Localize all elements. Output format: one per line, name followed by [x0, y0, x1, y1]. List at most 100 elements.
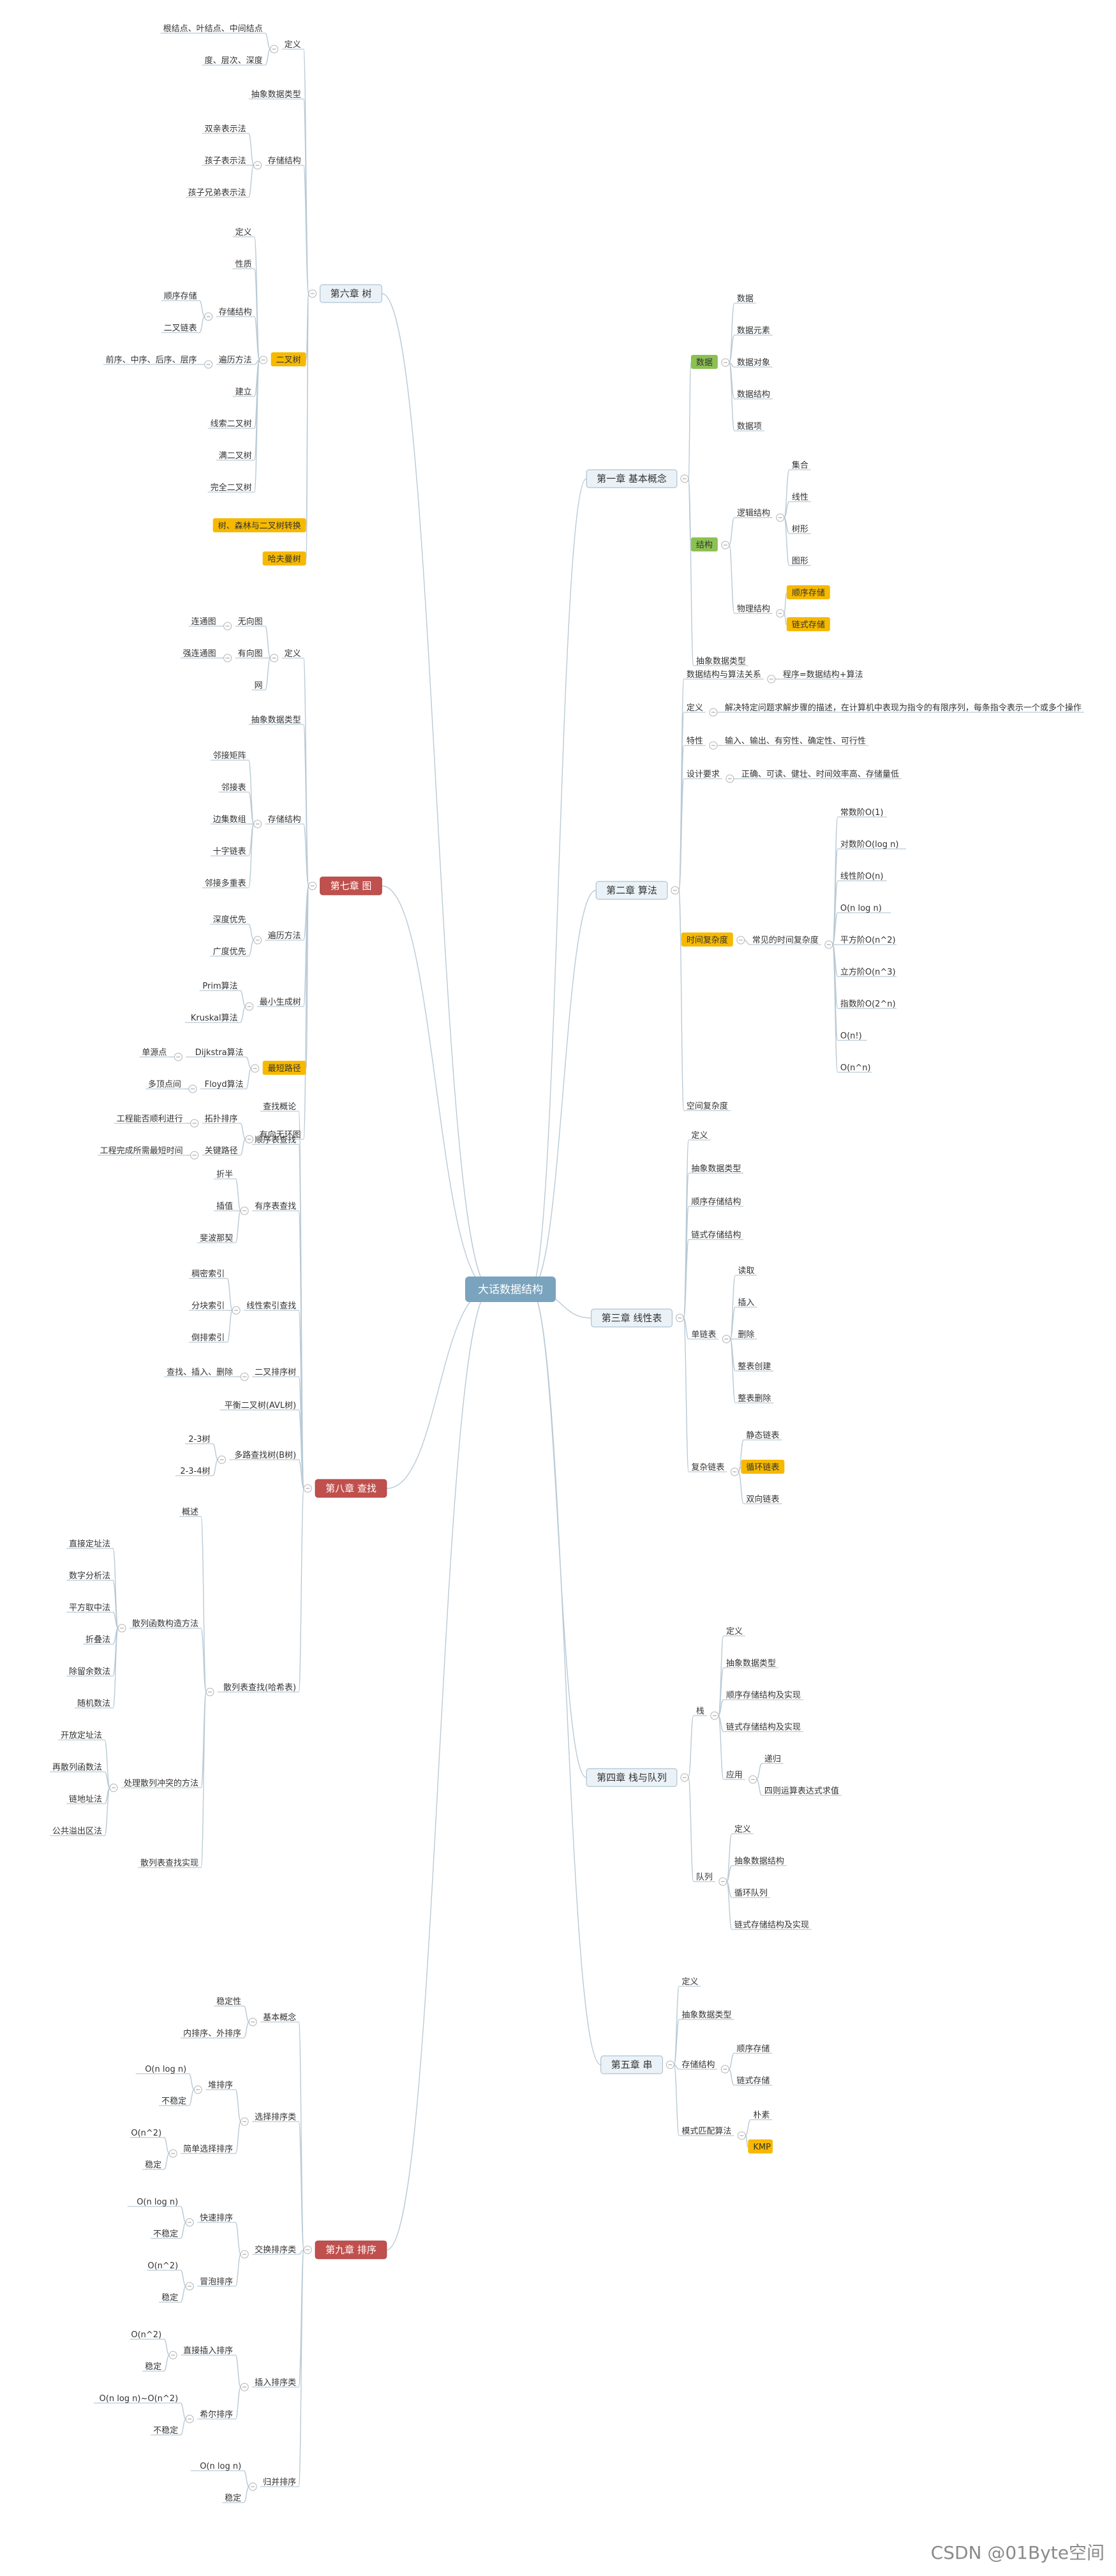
chapter-8-item-7-item-2-item-0[interactable]: 开放定址法 [58, 1731, 105, 1741]
chapter-2-item-3-collapse-toggle[interactable] [725, 774, 734, 783]
chapter-1-item-1-item-1-collapse-toggle[interactable] [776, 609, 785, 618]
chapter-2-item-4-item-0-o-n[interactable]: O(n!) [837, 1031, 867, 1041]
chapter-8-item-3-collapse-toggle[interactable] [232, 1306, 241, 1315]
chapter-6-item-3-item-2-collapse-toggle[interactable] [204, 312, 213, 321]
chapter-7-item-5-floyd[interactable]: Floyd算法 [200, 1080, 246, 1090]
chapter-4-item-0-item-4[interactable]: 应用 [723, 1770, 745, 1780]
chapter-7-item-4-kruskal[interactable]: Kruskal算法 [184, 1014, 241, 1023]
chapter-8-item-2-item-1[interactable]: 插值 [214, 1201, 236, 1211]
chapter-8-item-4-item-0[interactable]: 查找、插入、删除 [164, 1368, 236, 1377]
chapter-9-item-3-item-1-item-1[interactable]: 不稳定 [151, 2425, 181, 2436]
chapter-9-item-2-item-0-o-n-log-n[interactable]: O(n log n) [127, 2198, 181, 2207]
chapter-6-item-3-item-2-item-0[interactable]: 顺序存储 [161, 292, 200, 301]
chapter-9-item-1-item-0-item-1[interactable]: 不稳定 [159, 2096, 190, 2106]
chapter-1-item-1-item-0-collapse-toggle[interactable] [776, 513, 785, 522]
chapter-8-item-2-item-0[interactable]: 折半 [214, 1170, 236, 1179]
chapter-3-item-5-item-2[interactable]: 双向链表 [743, 1494, 782, 1504]
chapter-8-item-3-item-2[interactable]: 倒排索引 [189, 1333, 228, 1343]
chapter-9-item-0-item-0[interactable]: 稳定性 [214, 1996, 244, 2007]
chapter-2-item-0-collapse-toggle[interactable] [767, 675, 776, 684]
chapter-7-item-6[interactable]: 有向无环图 [257, 1130, 304, 1140]
chapter-7-item-0-item-1-collapse-toggle[interactable] [223, 654, 232, 663]
chapter-1-item-0-collapse-toggle[interactable] [721, 358, 730, 367]
chapter-7-item-6-item-1-collapse-toggle[interactable] [190, 1151, 199, 1160]
chapter-6-item-2-item-2[interactable]: 孩子兄弟表示法 [185, 188, 249, 198]
chapter-9-item-3-collapse-toggle[interactable] [240, 2383, 249, 2392]
chapter-5-item-3-collapse-toggle[interactable] [737, 2131, 746, 2140]
chapter-4-item-0-item-4-item-1[interactable]: 四则运算表达式求值 [761, 1786, 842, 1796]
chapter-8-item-7-item-2-item-1[interactable]: 再散列函数法 [50, 1763, 105, 1772]
chapter-8-item-7-item-1-item-1[interactable]: 数字分析法 [66, 1571, 114, 1581]
chapter-9-item-2-item-0-collapse-toggle[interactable] [185, 2218, 194, 2227]
chapter-1-item-0-item-2[interactable]: 数据对象 [734, 358, 773, 368]
chapter-4-item-0-item-2[interactable]: 顺序存储结构及实现 [723, 1691, 803, 1700]
chapter-5-item-2[interactable]: 存储结构 [679, 2060, 718, 2070]
chapter-3-item-4[interactable]: 单链表 [688, 1330, 719, 1340]
chapter-8-item-4[interactable]: 二叉排序树 [252, 1368, 299, 1377]
chapter-7-item-2-item-0[interactable]: 邻接矩阵 [210, 751, 249, 761]
chapter-2-item-4-item-0[interactable]: 常见的时间复杂度 [749, 935, 821, 945]
chapter-1-item-0-item-4[interactable]: 数据项 [734, 422, 764, 431]
chapter-1-item-1-item-1[interactable]: 物理结构 [734, 604, 773, 614]
chapter-3-item-4-item-4[interactable]: 整表删除 [735, 1394, 774, 1404]
chapter-9-item-3-item-1[interactable]: 希尔排序 [197, 2410, 236, 2420]
chapter-9-item-2-item-1-collapse-toggle[interactable] [185, 2282, 194, 2291]
chapter-4-item-0[interactable]: 栈 [693, 1707, 707, 1716]
chapter-2-item-4-item-0-o-n-log-n[interactable]: O(n log n) [837, 904, 891, 913]
chapter-3-item-5[interactable]: 复杂链表 [688, 1463, 727, 1472]
chapter-6-item-2-collapse-toggle[interactable] [253, 161, 262, 170]
chapter-6-item-3-item-0[interactable]: 定义 [232, 228, 255, 237]
chapter-2-item-3-item-0[interactable]: 正确、可读、健壮、时间效率高、存储量低 [738, 769, 902, 779]
chapter-3-item-4-item-1[interactable]: 插入 [735, 1298, 757, 1308]
chapter-9-item-4-o-n-log-n[interactable]: O(n log n) [190, 2462, 244, 2471]
chapter-7-item-0-item-2[interactable]: 网 [251, 681, 265, 691]
chapter-8-item-7-item-1-item-3[interactable]: 折叠法 [83, 1635, 114, 1645]
chapter-7-item-5-floyd-item-0[interactable]: 多顶点间 [145, 1079, 184, 1090]
chapter-6-item-3-item-2-item-1[interactable]: 二叉链表 [161, 324, 200, 333]
chapter-7-item-0-item-0-item-0[interactable]: 连通图 [188, 617, 219, 627]
chapter-3-item-4-collapse-toggle[interactable] [722, 1335, 731, 1344]
chapter-5-item-2-collapse-toggle[interactable] [720, 2065, 729, 2074]
chapter-6-collapse-toggle[interactable] [308, 289, 317, 298]
chapter-8-item-7-item-1-item-2[interactable]: 平方取中法 [66, 1603, 114, 1613]
chapter-6-item-3-collapse-toggle[interactable] [259, 356, 268, 364]
chapter-8-b-collapse-toggle[interactable] [218, 1455, 227, 1464]
chapter-9-item-4[interactable]: 归并排序 [260, 2478, 299, 2487]
chapter-7-item-2-item-4[interactable]: 邻接多重表 [202, 878, 249, 888]
chapter-8-item-3-item-0[interactable]: 稠密索引 [189, 1269, 228, 1279]
chapter-8[interactable]: 第八章 查找 [315, 1479, 387, 1498]
chapter-7-item-3[interactable]: 遍历方法 [265, 931, 304, 941]
chapter-4[interactable]: 第四章 栈与队列 [586, 1768, 678, 1787]
chapter-2-item-1[interactable]: 定义 [683, 703, 706, 713]
chapter-7-item-2-collapse-toggle[interactable] [253, 820, 262, 828]
chapter-7-item-4-collapse-toggle[interactable] [245, 1002, 254, 1011]
chapter-1-item-0-item-0[interactable]: 数据 [734, 294, 756, 304]
chapter-7-item-5-floyd-collapse-toggle[interactable] [188, 1084, 197, 1093]
chapter-9-item-3-item-0-item-1[interactable]: 稳定 [142, 2362, 165, 2372]
chapter-8-item-7-item-3[interactable]: 散列表查找实现 [138, 1859, 202, 1868]
chapter-7-item-0[interactable]: 定义 [281, 649, 304, 659]
chapter-6-item-3-item-4[interactable]: 建立 [232, 387, 255, 397]
chapter-2-item-4-item-0-o-1[interactable]: 常数阶O(1) [837, 808, 888, 818]
chapter-1-item-1-item-1-item-0[interactable]: 顺序存储 [786, 585, 830, 599]
chapter-9[interactable]: 第九章 排序 [315, 2240, 387, 2259]
chapter-9-item-2-item-1-o-n-2[interactable]: O(n^2) [146, 2261, 181, 2271]
chapter-9-item-1-collapse-toggle[interactable] [240, 2117, 249, 2126]
chapter-8-b-2-3-4[interactable]: 2-3-4树 [175, 1467, 213, 1476]
chapter-7-item-0-item-1[interactable]: 有向图 [235, 648, 265, 659]
chapter-7-item-5-dijkstra-item-0[interactable]: 单源点 [139, 1048, 170, 1058]
chapter-6[interactable]: 第六章 树 [320, 284, 382, 303]
chapter-9-item-2-item-0-item-1[interactable]: 不稳定 [151, 2229, 181, 2239]
chapter-1-item-0-item-1[interactable]: 数据元素 [734, 326, 773, 336]
chapter-7-item-0-item-0[interactable]: 无向图 [235, 617, 265, 627]
chapter-2-item-2-item-0[interactable]: 输入、输出、有穷性、确定性、可行性 [722, 736, 868, 746]
chapter-4-item-1-item-2[interactable]: 循环队列 [731, 1889, 770, 1898]
chapter-8-item-7-item-2-collapse-toggle[interactable] [109, 1783, 118, 1792]
chapter-6-item-3-item-2[interactable]: 存储结构 [216, 308, 255, 317]
chapter-2-item-0[interactable]: 数据结构与算法关系 [683, 670, 764, 680]
chapter-6-item-0[interactable]: 定义 [281, 40, 304, 50]
chapter-7-item-2-item-2[interactable]: 边集数组 [210, 814, 249, 825]
chapter-9-item-1-item-1-item-1[interactable]: 稳定 [142, 2160, 165, 2170]
chapter-2-item-4-item-0-o-n[interactable]: 线性阶O(n) [837, 872, 888, 881]
chapter-1-item-1-item-0[interactable]: 逻辑结构 [734, 509, 773, 518]
